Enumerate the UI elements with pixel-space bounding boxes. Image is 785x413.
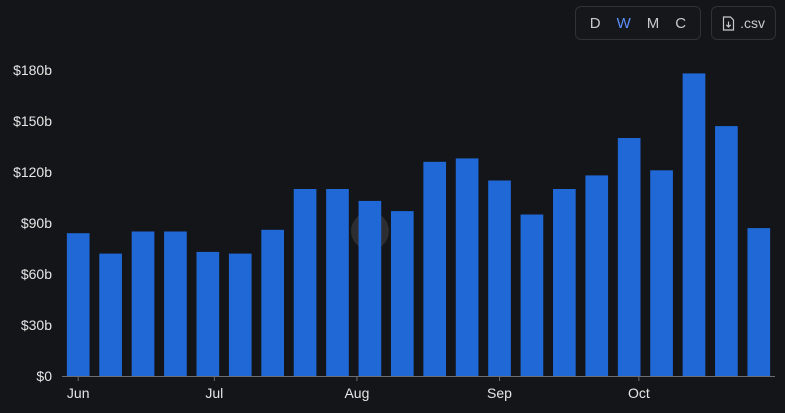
x-axis: Jun Jul Aug Sep Oct [67,376,650,401]
bar[interactable] [682,73,706,377]
y-axis: $0 $30b $60b $90b $120b $150b $180b [13,62,52,384]
bar[interactable] [164,231,187,377]
bar[interactable] [131,231,155,377]
interval-week-button[interactable]: W [609,15,639,32]
bar[interactable] [488,180,511,377]
y-tick-label: $120b [13,164,52,180]
bar[interactable] [196,251,220,376]
bar[interactable] [293,189,317,376]
x-tick-label: Jun [67,385,90,401]
y-tick-label: $150b [13,113,52,129]
bar[interactable] [390,211,414,376]
interval-day-button[interactable]: D [582,15,609,32]
bar[interactable] [617,138,641,376]
csv-label: .csv [740,15,765,31]
bar[interactable] [455,158,479,376]
y-tick-label: $60b [21,266,52,282]
x-tick-label: Oct [628,385,650,401]
file-download-icon [722,15,735,31]
csv-download-button[interactable]: .csv [711,6,776,40]
x-tick-label: Aug [344,385,369,401]
bar[interactable] [228,253,252,376]
interval-cumulative-button[interactable]: C [667,15,694,32]
bar[interactable] [520,214,544,377]
x-tick-label: Jul [205,385,223,401]
bar[interactable] [261,229,285,376]
y-tick-label: $30b [21,317,52,333]
bar[interactable] [552,189,576,376]
bar[interactable] [747,228,771,376]
bar[interactable] [423,161,447,376]
bars [66,73,771,377]
bar[interactable] [715,126,738,376]
x-tick-label: Sep [487,385,512,401]
bar[interactable] [66,233,90,376]
interval-selector: D W M C [574,6,702,40]
bar[interactable] [99,253,122,376]
interval-month-button[interactable]: M [639,15,668,32]
toolbar: D W M C .csv [574,6,776,40]
bar[interactable] [358,200,382,376]
y-tick-label: $0 [36,368,52,384]
y-tick-label: $180b [13,62,52,78]
bar[interactable] [650,170,673,376]
bar[interactable] [326,189,349,376]
bar[interactable] [585,175,609,376]
y-tick-label: $90b [21,215,52,231]
